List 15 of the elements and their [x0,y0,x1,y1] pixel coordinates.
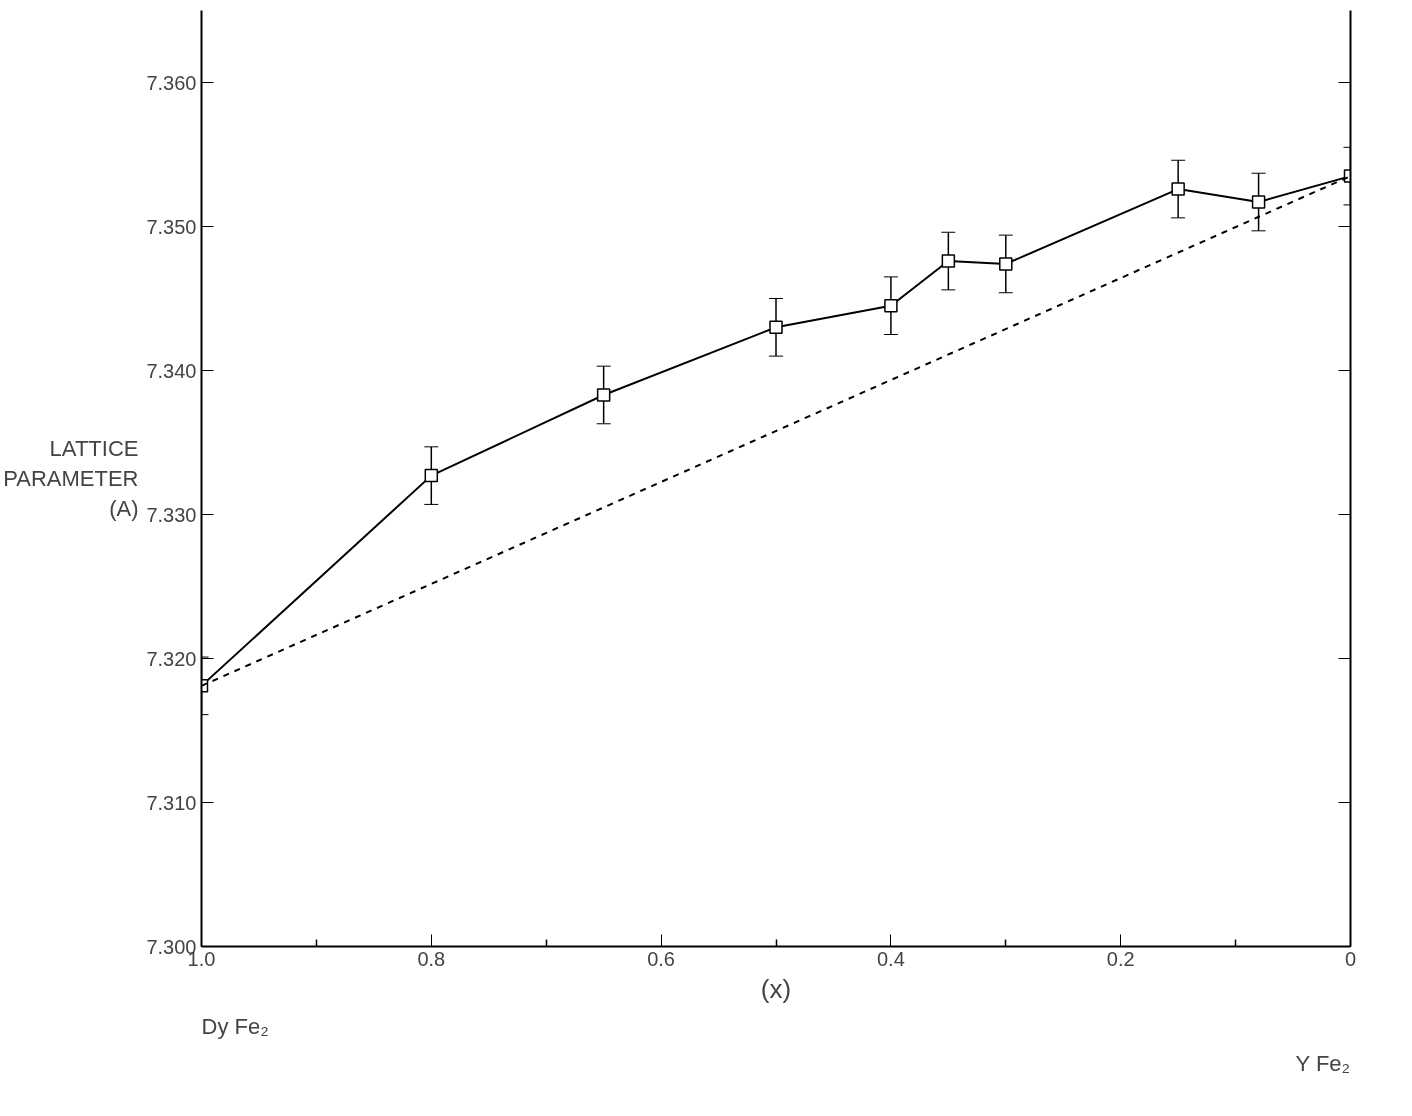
y-tick-label: 7.350 [146,215,197,238]
y-tick-label: 7.320 [146,647,197,670]
text: Dy Fe₂ [201,1013,269,1039]
x-tick-label: 0.8 [417,947,446,970]
text: Y Fe₂ [1295,1050,1351,1076]
x-tick-label: 0.6 [647,947,676,970]
x-axis-title: (x) [760,973,792,1004]
y-tick-label: 7.330 [146,503,197,526]
x-tick-label: 0.2 [1106,947,1135,970]
x-tick-label: 0 [1344,947,1357,970]
x-tick-label: 0.4 [877,947,905,970]
y-tick-label: 7.340 [146,359,197,382]
y-tick-label: 7.310 [146,791,197,814]
y-tick-label: 7.360 [146,71,197,94]
y-axis-title: LATTICE PARAMETER (A) [3,436,139,521]
